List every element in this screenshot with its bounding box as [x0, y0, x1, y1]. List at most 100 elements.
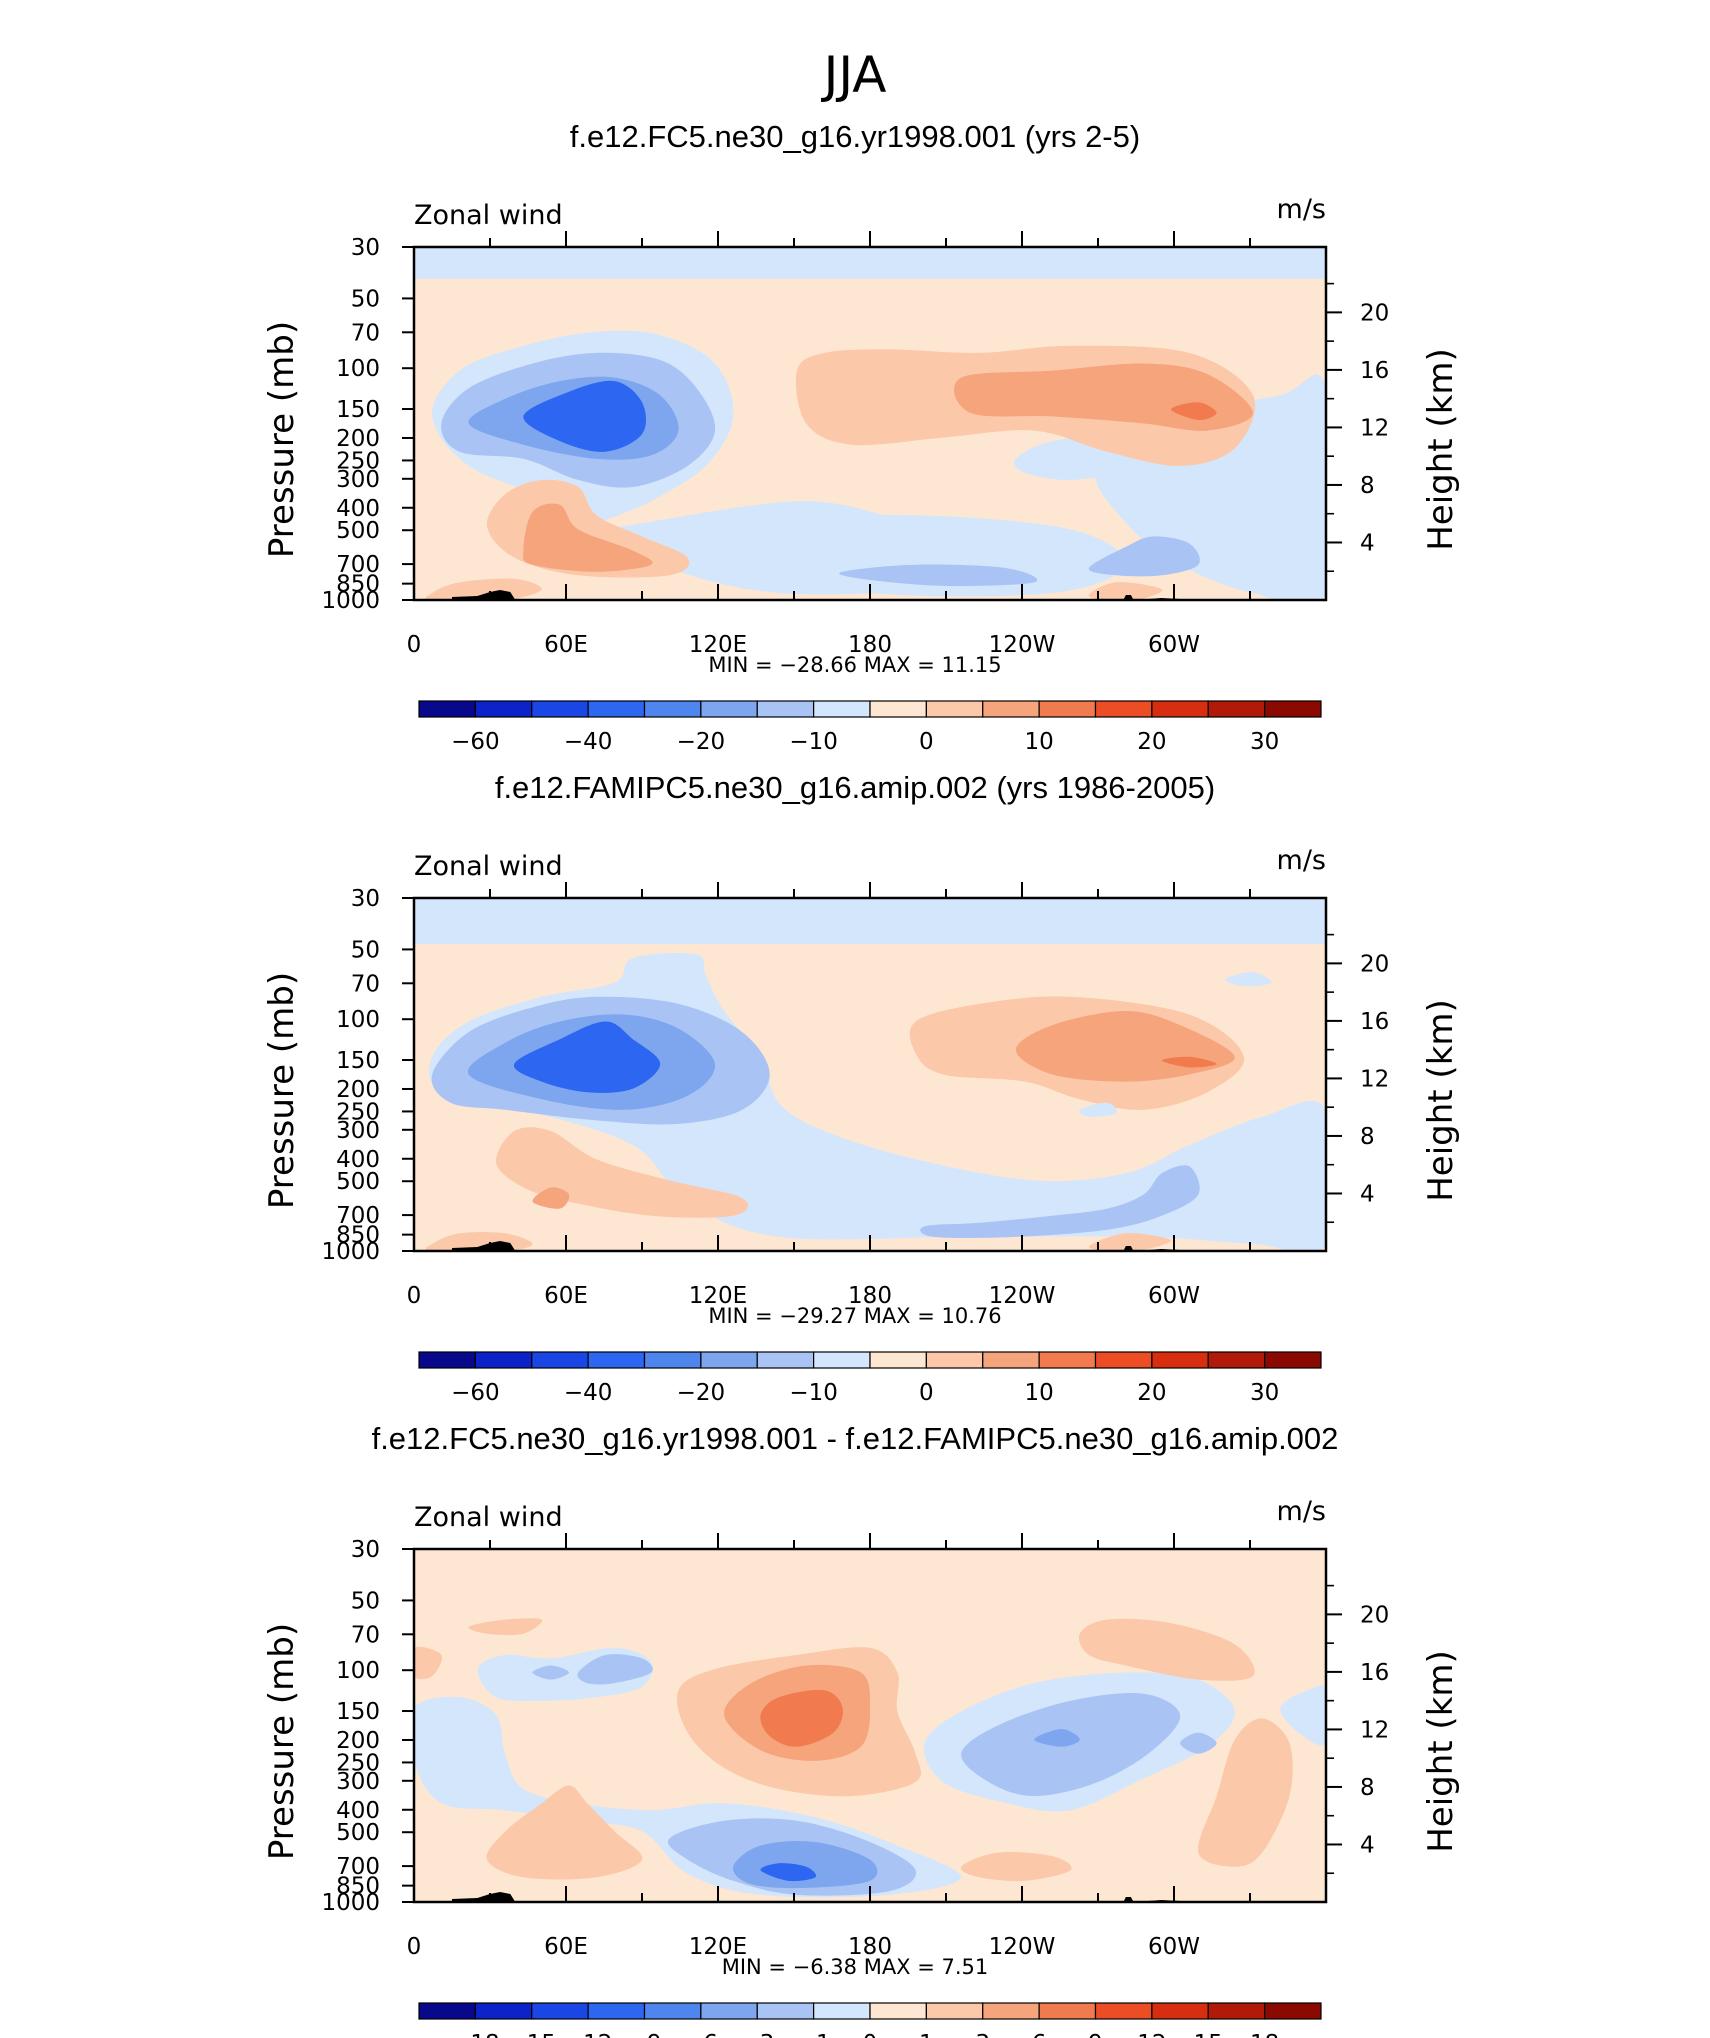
- colorbar-box: [474, 700, 533, 718]
- y-tick-label: 50: [351, 286, 380, 312]
- colorbar-box: [756, 1351, 815, 1369]
- contour-region: [920, 1165, 1200, 1239]
- colorbar-box: [813, 1351, 871, 1369]
- y2-tick-label: 4: [1360, 530, 1375, 556]
- y-tick-label: 400: [336, 496, 380, 522]
- colorbar-box: [531, 2002, 589, 2020]
- y-tick-label: 1000: [321, 588, 380, 614]
- min-max-stats: MIN = −28.66 MAX = 11.15: [708, 653, 1001, 677]
- x-tick-label: 120E: [689, 1283, 747, 1309]
- y2-tick-label: 20: [1360, 1602, 1389, 1628]
- y-tick-label: 700: [336, 552, 380, 578]
- y2-tick-label: 8: [1360, 1775, 1375, 1801]
- colorbar-box: [1151, 1351, 1209, 1369]
- colorbar-box: [418, 2002, 476, 2020]
- colorbar-label: 30: [1250, 1380, 1279, 1406]
- colorbar-label: −12: [564, 2031, 613, 2038]
- contour-panel: f.e12.FC5.ne30_g16.yr1998.001 - f.e12.FA…: [262, 1421, 1461, 2038]
- colorbar-box: [756, 2002, 815, 2020]
- panel-title: f.e12.FAMIPC5.ne30_g16.amip.002 (yrs 198…: [495, 770, 1215, 805]
- contour-panel: f.e12.FAMIPC5.ne30_g16.amip.002 (yrs 198…: [262, 770, 1461, 1406]
- colorbar-box: [643, 700, 702, 718]
- colorbar-box: [643, 1351, 702, 1369]
- y-tick-label: 150: [336, 1699, 380, 1725]
- contour-region: [960, 1851, 1072, 1882]
- contour-region: [1034, 1729, 1080, 1747]
- y-axis-title: Pressure (mb): [262, 972, 302, 1209]
- contour-region: [1180, 1732, 1217, 1754]
- colorbar-box: [813, 700, 871, 718]
- contour-region: [1225, 972, 1272, 987]
- contour-region: [513, 1021, 661, 1093]
- y-tick-label: 500: [336, 1820, 380, 1846]
- y2-tick-label: 12: [1360, 1066, 1389, 1092]
- y-tick-label: 1000: [321, 1890, 380, 1916]
- y2-axis-title: Height (km): [1421, 999, 1461, 1202]
- field-label: Zonal wind: [414, 851, 563, 882]
- colorbar-label: 10: [1024, 729, 1053, 755]
- colorbar-box: [1207, 2002, 1266, 2020]
- colorbar-box: [531, 700, 589, 718]
- y2-tick-label: 4: [1360, 1832, 1375, 1858]
- contour-region: [414, 898, 1326, 944]
- colorbar-box: [982, 700, 1040, 718]
- y-tick-label: 250: [336, 1099, 380, 1125]
- contour-region: [1088, 582, 1162, 600]
- colorbar-label: 6: [1032, 2031, 1047, 2038]
- colorbar-label: −9: [628, 2031, 662, 2038]
- colorbar-label: −18: [451, 2031, 500, 2038]
- y-tick-label: 700: [336, 1203, 380, 1229]
- y-tick-label: 70: [351, 1622, 380, 1648]
- y2-axis-title: Height (km): [1421, 1650, 1461, 1853]
- contour-region: [1161, 1056, 1217, 1068]
- x-tick-label: 120E: [689, 1934, 747, 1960]
- contour-region: [468, 1618, 543, 1636]
- colorbar-label: −15: [507, 2031, 556, 2038]
- page-title: JJA: [821, 46, 887, 104]
- contour-region: [760, 1689, 843, 1747]
- colorbar-label: −60: [451, 1380, 500, 1406]
- colorbar-label: −6: [684, 2031, 718, 2038]
- contour-region: [1078, 1618, 1255, 1681]
- colorbar-box: [700, 700, 758, 718]
- y2-tick-label: 20: [1360, 951, 1389, 977]
- colorbar-label: −3: [740, 2031, 774, 2038]
- colorbar-box: [925, 2002, 984, 2020]
- units-label: m/s: [1277, 194, 1326, 225]
- y-tick-label: 500: [336, 518, 380, 544]
- contour-region: [577, 1654, 653, 1685]
- colorbar-box: [1207, 1351, 1266, 1369]
- x-tick-label: 60W: [1148, 1934, 1200, 1960]
- colorbar-box: [1094, 2002, 1153, 2020]
- colorbar-box: [1207, 700, 1266, 718]
- contour-fills: [414, 247, 1326, 600]
- colorbar-label: 0: [919, 729, 934, 755]
- y-tick-label: 300: [336, 467, 380, 493]
- colorbar-label: −10: [789, 1380, 838, 1406]
- colorbar-box: [869, 700, 927, 718]
- colorbar-label: −20: [677, 729, 726, 755]
- y-tick-label: 150: [336, 1048, 380, 1074]
- colorbar-label: −40: [564, 729, 613, 755]
- colorbar-box: [1094, 700, 1153, 718]
- contour-region: [486, 1785, 643, 1880]
- colorbar-label: 1: [919, 2031, 934, 2038]
- contour-region: [733, 1840, 878, 1889]
- x-tick-label: 180: [848, 632, 892, 658]
- x-tick-label: 180: [848, 1934, 892, 1960]
- contour-region: [1197, 1718, 1293, 1867]
- colorbar-box: [925, 1351, 984, 1369]
- y2-tick-label: 16: [1360, 1009, 1389, 1035]
- y-tick-label: 100: [336, 1658, 380, 1684]
- y2-tick-label: 8: [1360, 1124, 1375, 1150]
- y2-tick-label: 12: [1360, 1717, 1389, 1743]
- colorbar-box: [474, 1351, 533, 1369]
- y-tick-label: 300: [336, 1118, 380, 1144]
- min-max-stats: MIN = −6.38 MAX = 7.51: [722, 1955, 989, 1979]
- colorbar-label: −10: [789, 729, 838, 755]
- x-tick-label: 60W: [1148, 632, 1200, 658]
- colorbar-box: [982, 2002, 1040, 2020]
- y-axis-title: Pressure (mb): [262, 1623, 302, 1860]
- colorbar-box: [1094, 1351, 1153, 1369]
- y-tick-label: 300: [336, 1769, 380, 1795]
